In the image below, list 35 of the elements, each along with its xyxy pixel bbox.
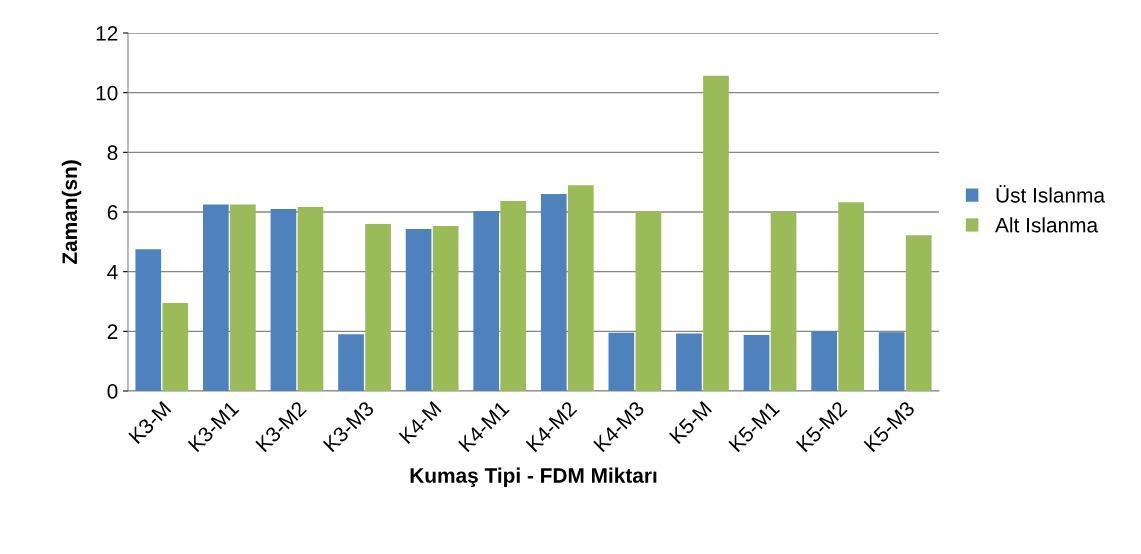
- y-tick-label: 8: [107, 145, 118, 161]
- bar: [203, 204, 229, 391]
- bar: [703, 75, 729, 391]
- y-axis-title: Zaman(sn): [61, 160, 82, 265]
- legend-label: Üst Islanma: [996, 185, 1106, 203]
- bar: [405, 229, 432, 391]
- bar: [676, 333, 702, 391]
- bar: [635, 211, 662, 391]
- bar: [608, 332, 635, 391]
- bar: [905, 235, 932, 391]
- bar: [135, 249, 162, 391]
- y-tick-label: 4: [107, 264, 118, 280]
- bar: [770, 212, 797, 391]
- x-axis-title: Kumaş Tipi - FDM Miktarı: [410, 467, 657, 487]
- bar: [500, 200, 527, 391]
- bar: [567, 185, 594, 391]
- bar: [162, 302, 189, 391]
- bar: [270, 209, 297, 391]
- y-tick-label: 2: [107, 324, 118, 339]
- bar: [230, 204, 256, 391]
- y-tick-label: 6: [107, 205, 118, 220]
- bar: [838, 202, 864, 391]
- bar: [365, 223, 391, 391]
- bar: [811, 331, 837, 391]
- y-tick-label: 12: [96, 26, 118, 41]
- legend-label: Alt Islanma: [995, 217, 1099, 233]
- y-tick-label: 0: [107, 384, 118, 399]
- bar: [743, 334, 770, 391]
- bar: [473, 211, 500, 391]
- bar: [432, 226, 459, 391]
- bar: [540, 194, 567, 391]
- bar: [878, 332, 905, 391]
- y-tick-label: 10: [96, 85, 118, 101]
- bar: [338, 334, 364, 391]
- bar: [297, 206, 324, 391]
